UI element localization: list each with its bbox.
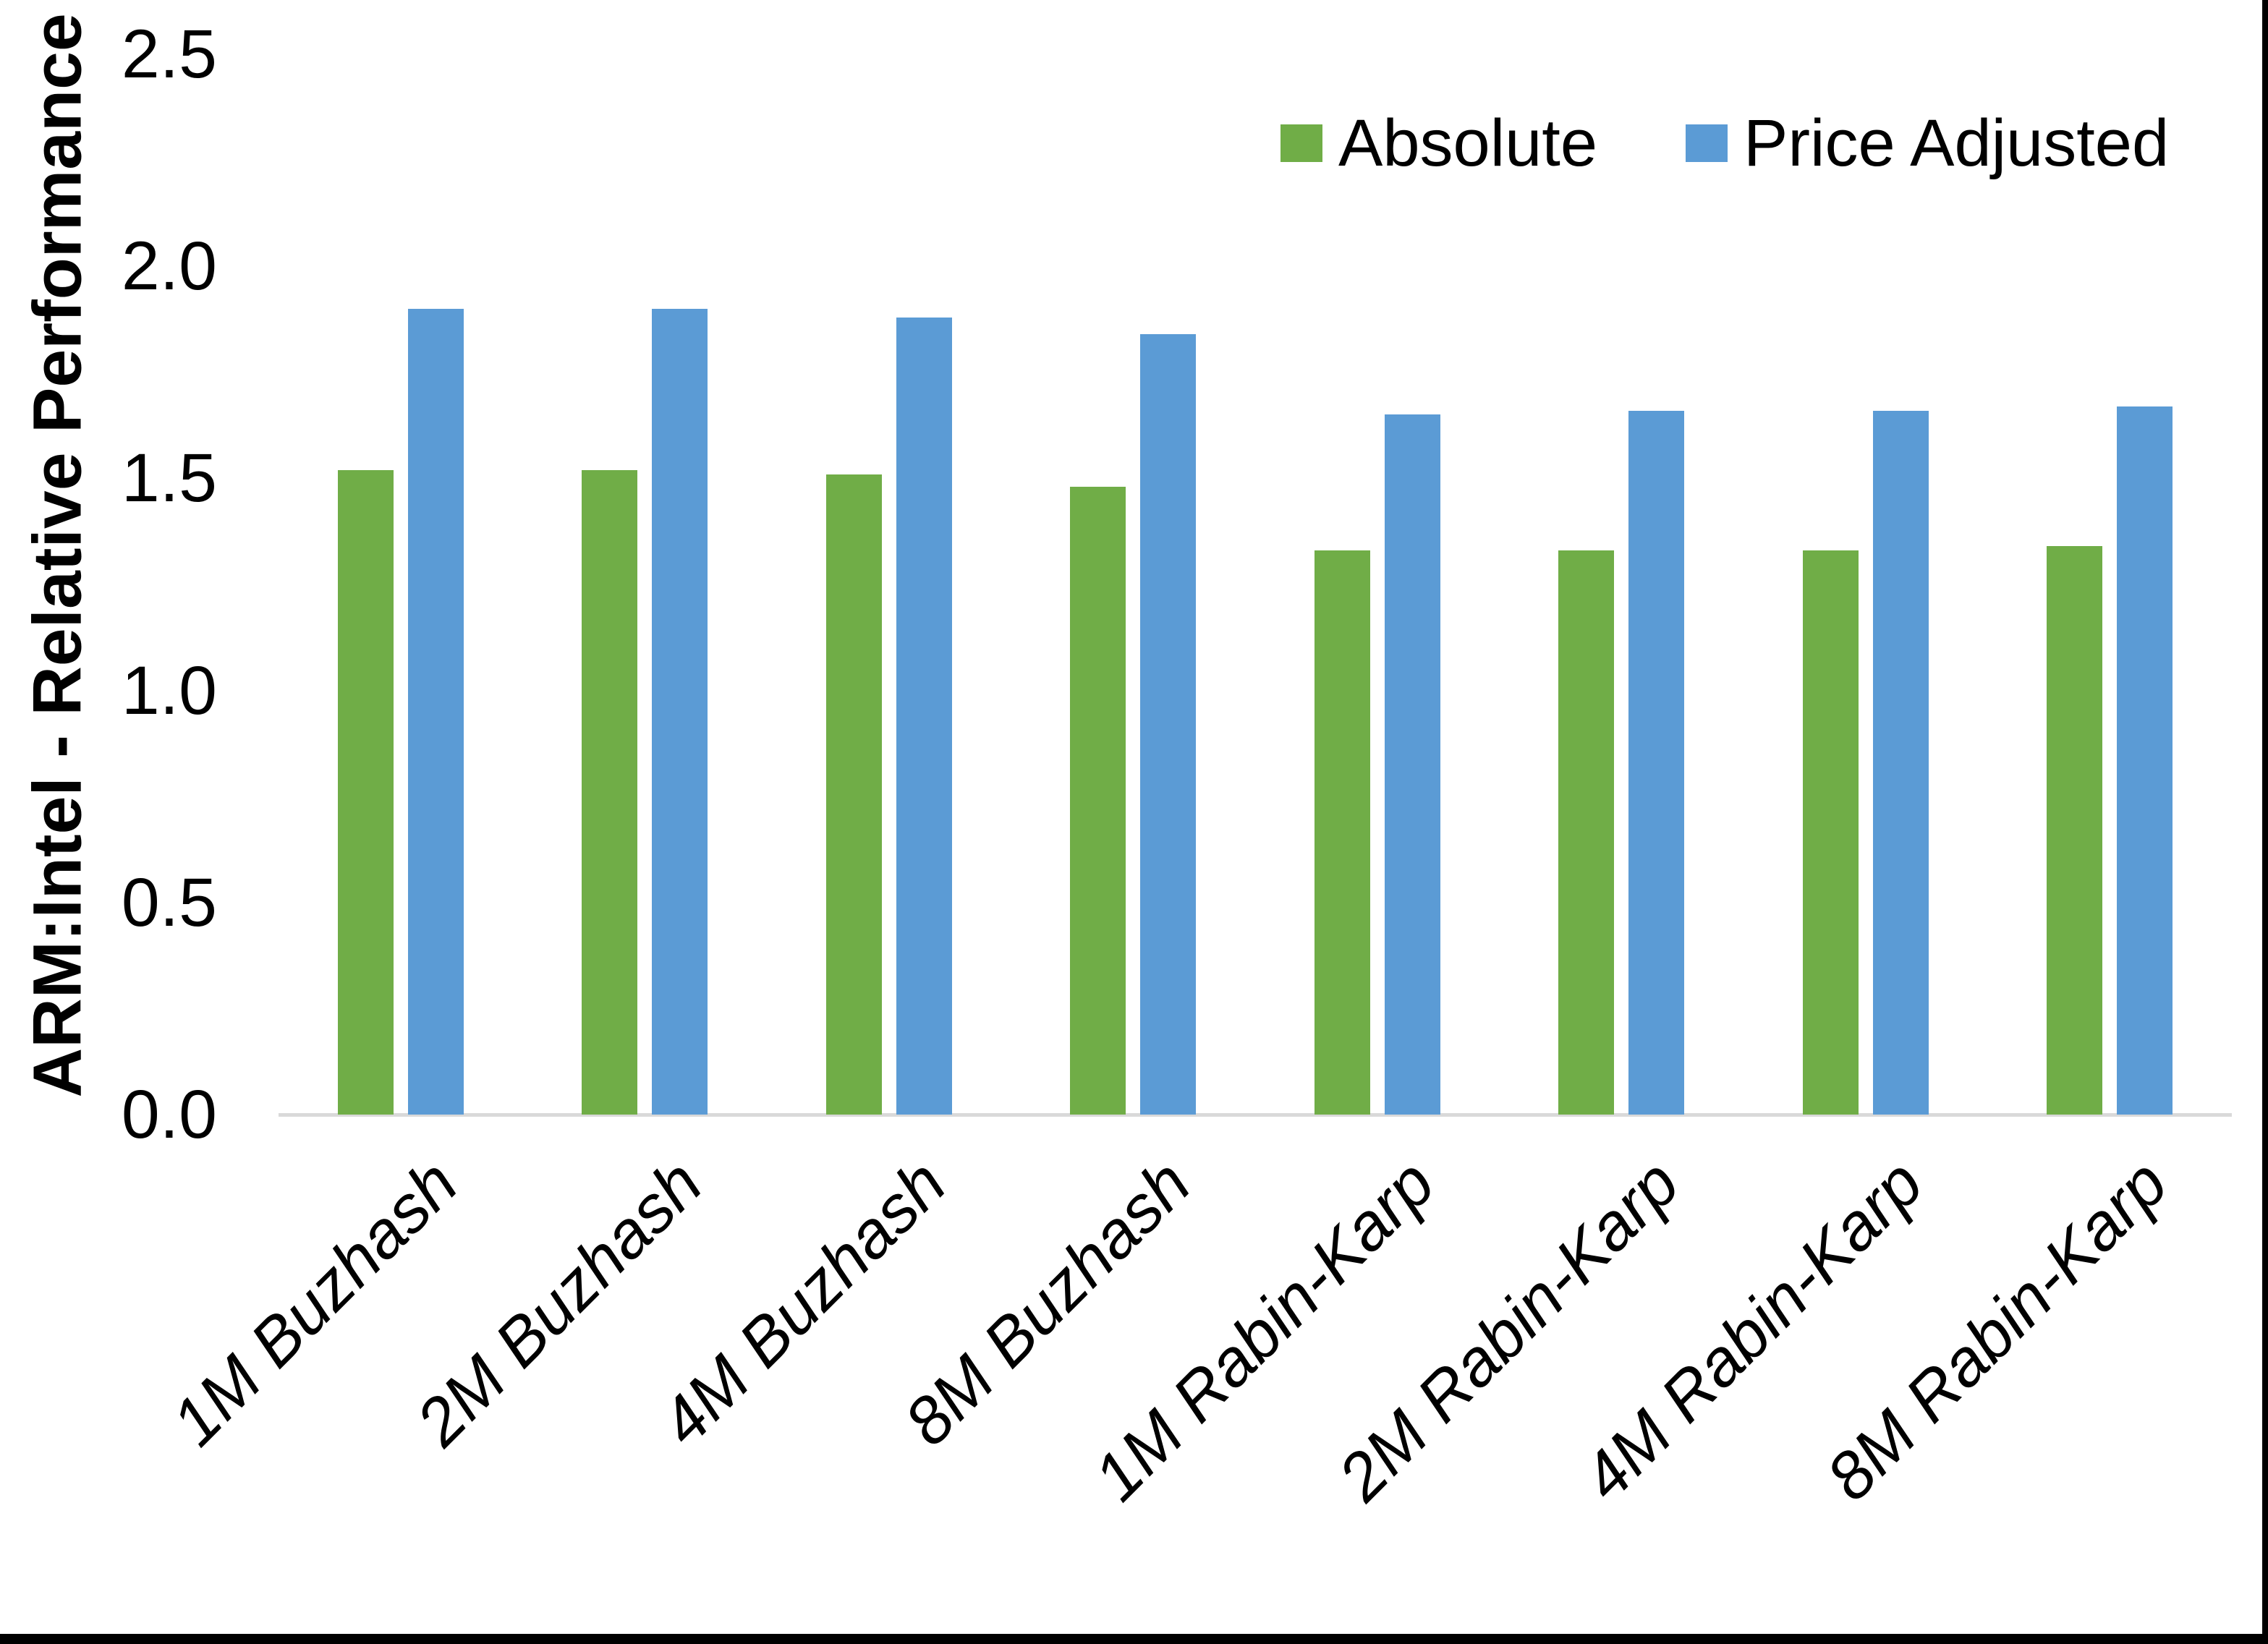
- legend-item-price-adjusted: Price Adjusted: [1686, 110, 2169, 176]
- bar-price-adjusted-1m-rabin-karp: [1384, 414, 1440, 1115]
- y-tick-label-2.5: 2.5: [121, 16, 217, 93]
- window-bottom-bar: [0, 1634, 2268, 1644]
- y-tick-label-1.0: 1.0: [121, 652, 217, 729]
- bar-price-adjusted-8m-rabin-karp: [2117, 406, 2173, 1115]
- legend-label-price-adjusted: Price Adjusted: [1744, 106, 2170, 180]
- bar-absolute-2m-rabin-karp: [1558, 550, 1615, 1115]
- bar-absolute-4m-rabin-karp: [1802, 550, 1859, 1115]
- legend-swatch-absolute: [1280, 124, 1322, 162]
- legend-item-absolute: Absolute: [1280, 110, 1597, 176]
- x-axis-line: [279, 1113, 2232, 1117]
- y-tick-label-0.0: 0.0: [121, 1076, 217, 1153]
- bar-price-adjusted-4m-rabin-karp: [1872, 410, 1929, 1115]
- bar-absolute-8m-rabin-karp: [2047, 546, 2103, 1115]
- legend-label-absolute: Absolute: [1338, 106, 1598, 180]
- window-right-border: [2262, 0, 2268, 1644]
- bar-price-adjusted-8m-buzhash: [1140, 334, 1197, 1115]
- bar-price-adjusted-4m-buzhash: [896, 317, 952, 1115]
- bar-absolute-1m-buzhash: [337, 469, 394, 1115]
- bar-price-adjusted-2m-rabin-karp: [1628, 410, 1685, 1115]
- bar-absolute-4m-buzhash: [825, 474, 882, 1115]
- y-tick-label-1.5: 1.5: [121, 440, 217, 517]
- y-tick-label-0.5: 0.5: [121, 864, 217, 941]
- bar-absolute-8m-buzhash: [1070, 487, 1126, 1115]
- legend-swatch-price-adjusted: [1686, 124, 1728, 162]
- bar-absolute-1m-rabin-karp: [1314, 550, 1370, 1115]
- bar-price-adjusted-1m-buzhash: [407, 308, 464, 1115]
- bar-price-adjusted-2m-buzhash: [652, 308, 708, 1115]
- y-tick-label-2.0: 2.0: [121, 228, 217, 305]
- bar-absolute-2m-buzhash: [582, 469, 638, 1115]
